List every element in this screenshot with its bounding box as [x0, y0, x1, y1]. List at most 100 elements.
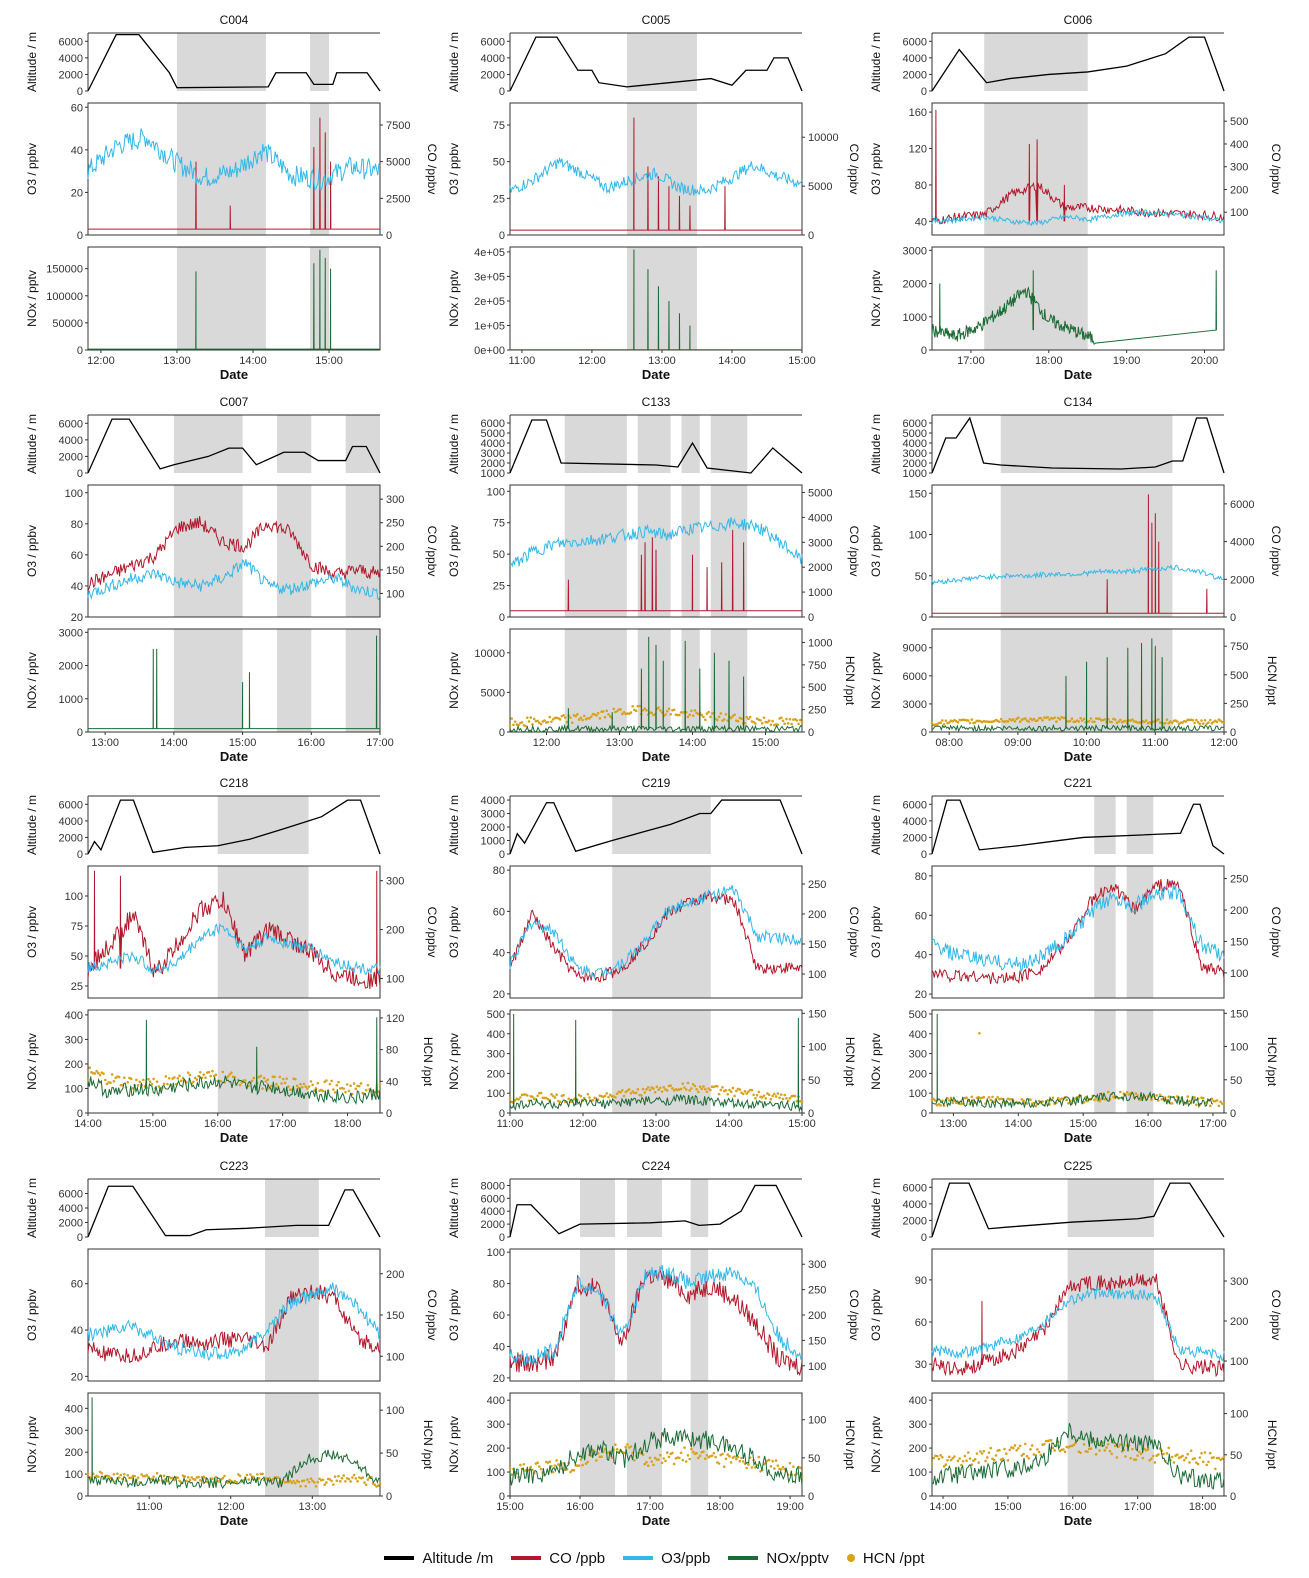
x-tick-label: 20:00: [1191, 355, 1219, 367]
hcn-point: [103, 1078, 107, 1082]
y-tick-label: 300: [65, 1425, 83, 1437]
hcn-point: [330, 1079, 333, 1083]
hcn-point: [1193, 1096, 1196, 1099]
y2-tick-label: 300: [386, 876, 404, 888]
hcn-point: [202, 1073, 206, 1076]
hcn-point: [1167, 721, 1171, 725]
chart-title: C225: [1064, 1159, 1093, 1173]
hcn-point: [197, 1074, 200, 1078]
altitude-line: [509, 799, 803, 855]
hcn-point: [167, 1076, 171, 1080]
hcn-point: [1024, 1442, 1027, 1446]
hcn-point: [112, 1472, 116, 1476]
hcn-point: [553, 1096, 557, 1099]
hcn-point: [779, 1093, 783, 1096]
y-tick-label: 4000: [903, 53, 927, 65]
co-line: [931, 1273, 1225, 1378]
hcn-point: [747, 1090, 750, 1094]
y-tick-label: 300: [487, 1419, 505, 1431]
hcn-point: [1201, 1096, 1205, 1100]
y-tick-label: 0: [499, 727, 505, 739]
y-tick-label: 0: [77, 1232, 83, 1244]
hcn-point: [1205, 1463, 1209, 1467]
hcn-point: [1068, 719, 1072, 723]
hcn-point: [946, 1458, 949, 1462]
x-tick-label: 19:00: [1113, 355, 1141, 367]
hcn-point: [717, 1462, 721, 1465]
hcn-point: [166, 1082, 169, 1086]
y-tick-label: 60: [493, 906, 505, 918]
hcn-point: [207, 1070, 211, 1074]
panel-frame: [87, 1009, 381, 1114]
chart-title: C004: [220, 13, 249, 27]
hcn-point: [716, 718, 719, 722]
hcn-point: [757, 1090, 761, 1094]
shaded-region: [1094, 866, 1116, 998]
hcn-point: [88, 1066, 92, 1070]
y2-axis-label: CO /ppbv: [1269, 144, 1283, 195]
hcn-point: [1022, 1452, 1025, 1456]
hcn-point: [576, 713, 579, 716]
hcn-point: [721, 1085, 724, 1089]
y2-tick-label: 100: [808, 1361, 826, 1373]
hcn-point: [1184, 1456, 1188, 1460]
hcn-point: [989, 1446, 993, 1450]
hcn-point: [1217, 1456, 1221, 1460]
hcn-point: [364, 1483, 368, 1487]
y-tick-label: 6000: [59, 418, 83, 430]
x-tick-label: 13:00: [648, 355, 676, 367]
y-tick-label: 400: [65, 1403, 83, 1415]
x-tick-label: 14:00: [718, 355, 746, 367]
y-tick-label: 0: [77, 849, 83, 861]
hcn-point: [953, 1455, 956, 1458]
hcn-point: [510, 717, 514, 720]
hcn-point: [989, 1098, 993, 1102]
hcn-point: [276, 1476, 280, 1479]
hcn-point: [1117, 720, 1120, 724]
hcn-point: [932, 1097, 936, 1101]
hcn-point: [264, 1080, 268, 1083]
hcn-point: [1119, 1443, 1122, 1446]
y2-tick-label: 150: [808, 939, 826, 951]
y-tick-label: 0: [77, 727, 83, 739]
hcn-point: [1072, 1443, 1075, 1447]
hcn-point: [102, 1072, 105, 1075]
hcn-point: [764, 1096, 768, 1100]
hcn-point: [619, 708, 622, 711]
hcn-point: [361, 1476, 365, 1479]
y-tick-label: 500: [909, 1009, 927, 1021]
shaded-region: [626, 33, 697, 91]
hcn-point: [1215, 1099, 1219, 1102]
y-tick-label: 4000: [481, 438, 505, 450]
hcn-point: [736, 1455, 740, 1459]
shaded-region: [580, 1249, 616, 1381]
y2-tick-label: 120: [386, 1013, 404, 1025]
hcn-point: [731, 714, 735, 718]
hcn-point: [588, 717, 591, 720]
hcn-point: [539, 722, 543, 726]
hcn-point: [107, 1474, 111, 1478]
shaded-region: [276, 415, 312, 473]
x-tick-label: 13:00: [606, 737, 634, 749]
hcn-point: [793, 1094, 797, 1098]
hcn-point: [342, 1474, 346, 1477]
x-tick-label: 17:00: [366, 737, 394, 749]
x-tick-label: 16:00: [566, 1501, 594, 1513]
hcn-point: [688, 1089, 691, 1092]
x-tick-label: 18:00: [706, 1501, 734, 1513]
hcn-point: [1188, 1461, 1191, 1464]
hcn-point: [199, 1071, 202, 1074]
hcn-point: [641, 1087, 645, 1091]
y-tick-label: 1000: [481, 468, 505, 480]
shaded-region: [276, 629, 312, 732]
hcn-point: [641, 709, 645, 712]
x-tick-label: 12:00: [217, 1501, 245, 1513]
hcn-point: [145, 1473, 149, 1477]
x-tick-label: 16:00: [204, 1118, 232, 1130]
x-axis-label: Date: [642, 749, 670, 764]
shaded-region: [173, 629, 243, 732]
low-panel: 0 5000 10000 NOx / pptv 0 250 500 750 1000 HCN /p…: [447, 628, 857, 739]
y-tick-label: 0: [921, 1232, 927, 1244]
